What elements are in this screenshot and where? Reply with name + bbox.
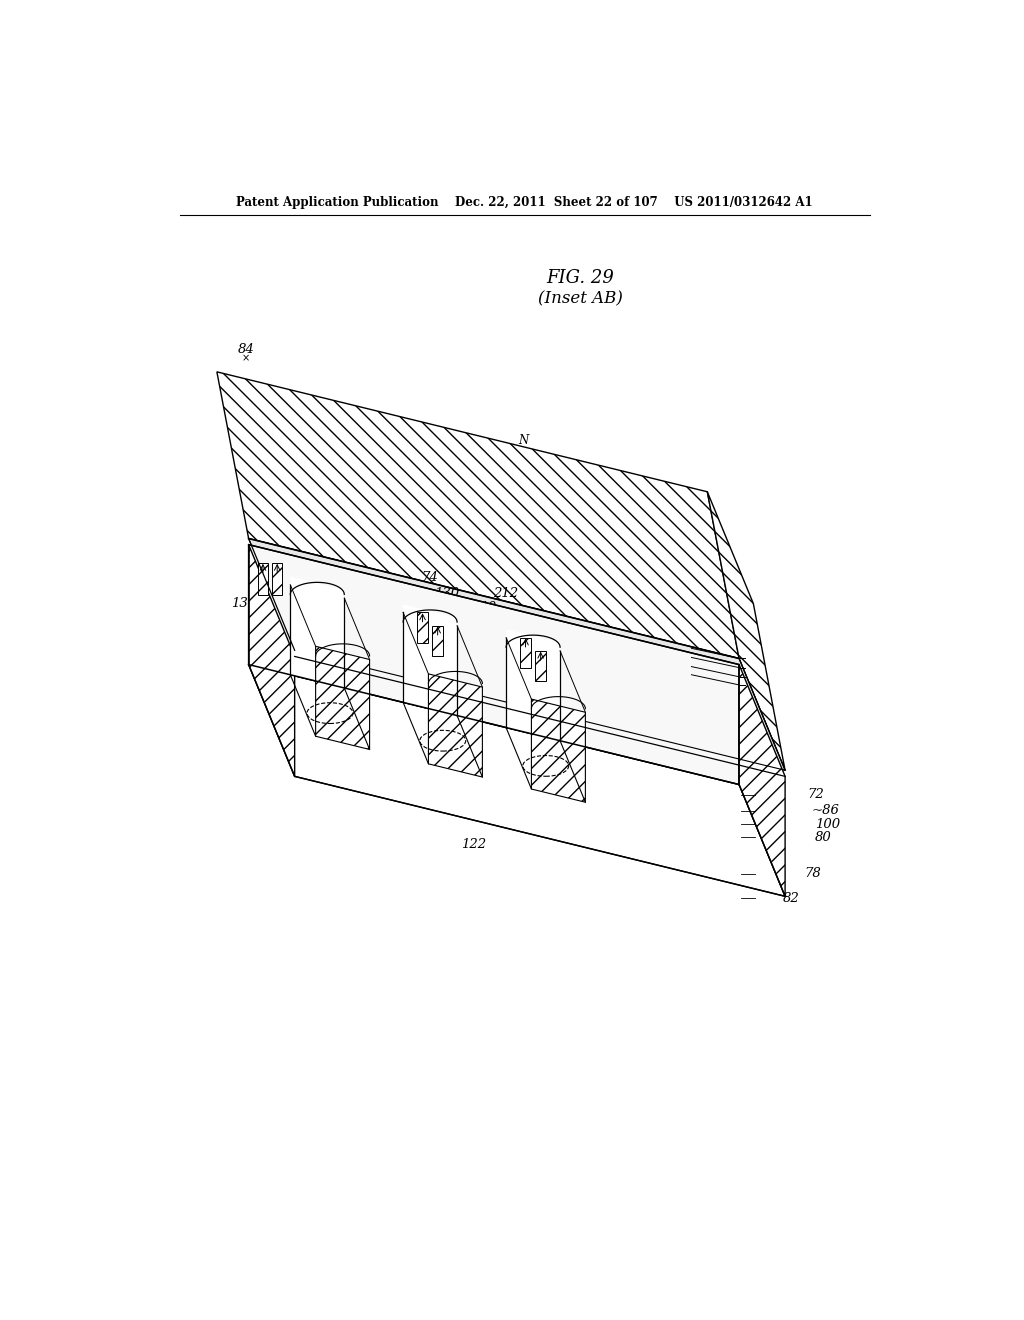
Text: 80: 80 [815,830,833,843]
Text: $\times$: $\times$ [241,354,250,364]
Polygon shape [739,664,785,896]
Text: 140: 140 [471,601,496,614]
Polygon shape [249,539,785,771]
Polygon shape [249,545,739,784]
Text: 72: 72 [807,788,824,801]
Polygon shape [506,630,560,741]
Text: 138: 138 [231,597,257,610]
Polygon shape [531,700,586,803]
Text: 130: 130 [434,587,460,599]
Polygon shape [403,605,457,715]
Polygon shape [520,638,531,668]
Text: 212: 212 [494,587,518,599]
Polygon shape [315,647,370,750]
Polygon shape [536,651,546,681]
Polygon shape [272,562,282,595]
Polygon shape [249,545,295,776]
Polygon shape [258,562,267,595]
Text: Patent Application Publication    Dec. 22, 2011  Sheet 22 of 107    US 2011/0312: Patent Application Publication Dec. 22, … [237,195,813,209]
Text: 100: 100 [815,817,841,830]
Text: 74: 74 [422,570,438,583]
Polygon shape [708,492,785,771]
Text: 78: 78 [804,867,821,880]
Text: 82: 82 [782,892,800,904]
Text: FIG. 29: FIG. 29 [547,269,614,288]
Text: 122: 122 [461,838,485,851]
Text: (Inset AB): (Inset AB) [538,290,623,308]
Text: 122: 122 [291,718,315,731]
Text: 131: 131 [609,676,635,688]
Text: 130: 130 [609,661,635,675]
Polygon shape [291,577,344,688]
Polygon shape [428,675,482,777]
Text: N: N [518,434,528,447]
Text: 84: 84 [238,343,254,356]
Text: ~60~: ~60~ [326,649,365,661]
Polygon shape [417,612,428,643]
Polygon shape [432,626,443,656]
Text: ~86: ~86 [812,804,840,817]
Text: ~62~: ~62~ [484,718,523,731]
Polygon shape [217,372,739,659]
Polygon shape [249,664,785,896]
